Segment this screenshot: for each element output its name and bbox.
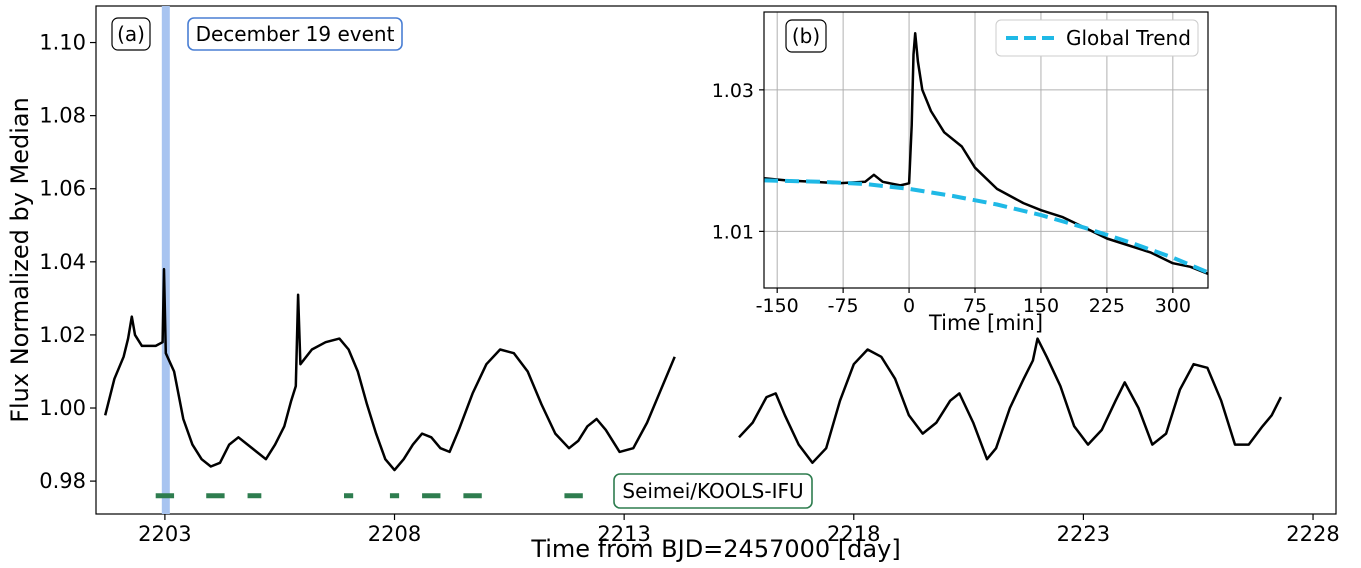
inset-x-tick-label: 300: [1155, 295, 1191, 317]
global-trend-line: [763, 178, 1209, 275]
inset-x-tick-label: 75: [963, 295, 987, 317]
x-tick-label: 2223: [1057, 522, 1110, 546]
y-tick-label: 1.08: [39, 104, 86, 128]
x-tick-label: 2218: [827, 522, 880, 546]
x-tick-label: 2203: [138, 522, 191, 546]
inset-y-tick-label: 1.03: [712, 80, 754, 102]
inset-series: [763, 31, 1209, 275]
y-tick-label: 1.02: [39, 323, 86, 347]
inset-panel: -150 -75 0 75 150 225 300 1.011.03 Time [min] …: [712, 11, 1209, 335]
inset-y-ticks: 1.01 1.03: [712, 80, 764, 243]
main-plot-frame: [95, 5, 1337, 515]
x-tick-label: 2213: [597, 522, 650, 546]
observation-label: Seimei/KOOLS-IFU: [622, 479, 803, 503]
inset-x-axis-label: Time [min]: [928, 311, 1043, 335]
legend-box: [995, 19, 1199, 57]
inset-legend: Global Trend: [995, 19, 1199, 57]
y-tick-label: 1.00: [39, 396, 86, 420]
inset-x-tick-label: -150: [756, 295, 799, 317]
inset-y-tick-label: 1.01: [712, 221, 754, 243]
panel-b-label: (b): [792, 24, 820, 48]
panel-a-label-box: [111, 17, 151, 51]
y-axis-label: Flux Normalized by Median: [6, 97, 34, 423]
main-x-ticks: 2203 2208 2213 2218 2223 2228: [138, 514, 1340, 546]
x-tick-label: 2228: [1286, 522, 1339, 546]
legend-label-global-trend: Global Trend: [1066, 26, 1191, 50]
event-band: [161, 6, 170, 514]
light-curve-sector-part-2: [738, 337, 1283, 465]
light-curve-sector-part-1: [103, 267, 676, 472]
panel-a-label: (a): [117, 22, 145, 46]
y-tick-label: 1.04: [39, 250, 86, 274]
main-panel: 2203 2208 2213 2218 2223 2228 0.98 1.00 1.02 1.0…: [6, 5, 1340, 563]
main-light-curve: [103, 267, 1283, 472]
x-tick-label: 2208: [368, 522, 421, 546]
event-label-box: [187, 17, 403, 51]
inset-x-ticks: -150 -75 0 75 150 225 300: [756, 288, 1191, 317]
inset-background: [764, 12, 1208, 288]
x-axis-label: Time from BJD=2457000 [day]: [530, 535, 900, 563]
inset-frame: [763, 11, 1209, 289]
y-tick-label: 1.10: [39, 31, 86, 55]
inset-x-tick-label: 150: [1023, 295, 1059, 317]
panel-b-label-box: [785, 19, 827, 53]
flare-light-curve: [763, 31, 1209, 275]
y-tick-label: 1.06: [39, 177, 86, 201]
observation-label-box: [613, 473, 813, 509]
inset-x-tick-label: 225: [1089, 295, 1125, 317]
inset-x-tick-label: -75: [828, 295, 859, 317]
inset-grid: [764, 12, 1208, 288]
inset-x-tick-label: 0: [903, 295, 915, 317]
main-y-ticks: 0.98 1.00 1.02 1.04 1.06 1.08 1.10: [39, 31, 96, 493]
y-tick-label: 0.98: [39, 469, 86, 493]
event-label: December 19 event: [196, 22, 395, 46]
